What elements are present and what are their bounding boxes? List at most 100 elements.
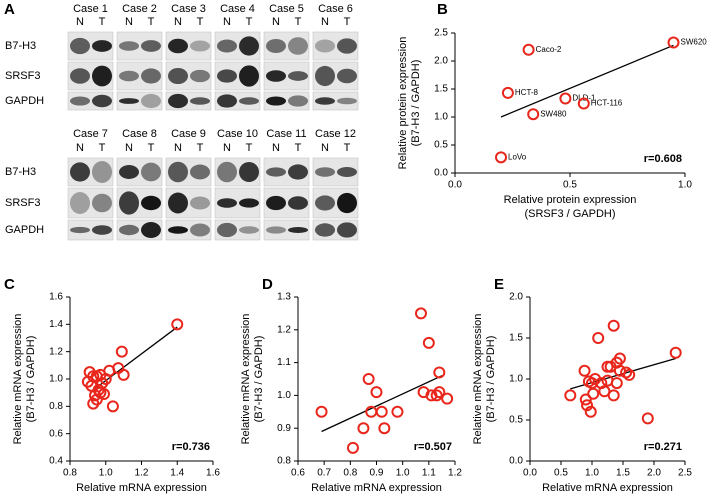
lane-label: N: [125, 142, 133, 154]
blot-band: [168, 38, 188, 54]
y-tick-label: 1.5: [509, 333, 523, 344]
y-tick-label: 0.4: [49, 456, 63, 467]
row-label: B7-H3: [5, 166, 36, 178]
blot-band: [190, 196, 210, 210]
lane-label: T: [246, 16, 253, 28]
y-tick-label: 1.2: [277, 324, 291, 335]
x-tick-label: 0.5: [554, 468, 568, 479]
case-label: Case 6: [318, 3, 353, 15]
blot-band: [217, 39, 237, 53]
blot-band: [288, 226, 308, 234]
x-tick-label: 1.2: [135, 468, 149, 479]
point: [391, 405, 404, 418]
lane-label: T: [148, 142, 155, 154]
point: [370, 386, 383, 399]
blot-band: [315, 195, 335, 211]
y-tick-label: 0.8: [277, 456, 291, 467]
point: [620, 366, 633, 379]
point: [582, 375, 595, 388]
lane-label: T: [99, 16, 106, 28]
blot-band: [337, 192, 357, 214]
y-tick-label: 1.1: [277, 357, 291, 368]
x-tick-label: 1.5: [616, 468, 630, 479]
blot-band: [315, 65, 335, 87]
blot-band: [92, 225, 112, 235]
annotation: r=0.608: [644, 153, 682, 165]
case-label: Case 1: [73, 3, 108, 15]
lane-label: T: [246, 142, 253, 154]
case-label: Case 3: [171, 3, 206, 15]
point: [378, 422, 391, 435]
point: [522, 43, 535, 56]
x-tick-label: 0.8: [343, 468, 357, 479]
point: [581, 399, 594, 412]
blot-band: [217, 69, 237, 83]
point: [559, 92, 572, 105]
blot-band: [217, 94, 237, 108]
panel-label: E: [494, 276, 504, 293]
x-axis-label: Relative mRNA expression: [542, 482, 673, 494]
y-tick-label: 2.5: [434, 28, 448, 39]
case-label: Case 8: [122, 128, 157, 140]
blot-band: [168, 93, 188, 109]
blot-band: [239, 97, 259, 105]
blot-band: [266, 226, 286, 234]
y-axis-label: Relative mRNA expression: [240, 314, 252, 445]
row-label: GAPDH: [5, 224, 44, 236]
blot-strip: [312, 91, 359, 111]
point: [495, 151, 507, 164]
blot-band: [190, 69, 210, 83]
blot-band: [337, 38, 357, 54]
blot-band: [168, 192, 188, 214]
blot-band: [266, 38, 286, 54]
blot-band: [190, 97, 210, 105]
lane-label: T: [344, 16, 351, 28]
trend-line: [91, 326, 178, 392]
y-tick-label: 0.9: [277, 423, 291, 434]
y-tick-label: 1.0: [49, 374, 63, 385]
x-tick-label: 0.5: [563, 180, 577, 191]
point: [584, 405, 597, 418]
blot-band: [70, 68, 90, 84]
y-tick-label: 1.0: [509, 374, 523, 385]
lane-label: N: [174, 16, 182, 28]
y-axis-label: (B7-H3 / GAPDH): [253, 336, 265, 423]
point: [315, 405, 328, 418]
lane-label: N: [174, 142, 182, 154]
y-tick-label: 1.0: [434, 112, 448, 123]
y-tick-label: 0.6: [49, 428, 63, 439]
point: [94, 386, 107, 399]
blot-band: [337, 222, 357, 238]
point: [607, 389, 620, 402]
blot-band: [119, 224, 139, 236]
point: [564, 389, 577, 402]
blot-band: [141, 93, 161, 109]
lane-label: N: [272, 142, 280, 154]
blot-band: [92, 193, 112, 213]
panel-label: A: [4, 1, 15, 18]
point: [414, 307, 427, 320]
lane-label: T: [197, 16, 204, 28]
x-axis-label: (SRSF3 / GAPDH): [524, 208, 615, 220]
blot-band: [217, 222, 237, 238]
panel-label: D: [262, 276, 273, 293]
y-tick-label: 0.0: [434, 168, 448, 179]
x-tick-label: 1.0: [585, 468, 599, 479]
point: [346, 441, 359, 454]
blot-band: [315, 223, 335, 237]
point: [430, 389, 443, 402]
blot-band: [239, 36, 259, 56]
row-label: B7-H3: [5, 40, 36, 52]
blot-band: [92, 40, 112, 52]
point: [592, 332, 605, 344]
y-tick-label: 0.8: [49, 401, 63, 412]
y-axis-label: (B7-H3 / GAPDH): [410, 60, 422, 147]
point-label: SW620: [681, 38, 707, 47]
point: [607, 319, 620, 332]
case-label: Case 7: [73, 128, 108, 140]
point: [375, 405, 388, 418]
blot-band: [141, 195, 161, 211]
blot-band: [141, 68, 161, 84]
lane-label: N: [321, 142, 329, 154]
blot-band: [70, 37, 90, 55]
